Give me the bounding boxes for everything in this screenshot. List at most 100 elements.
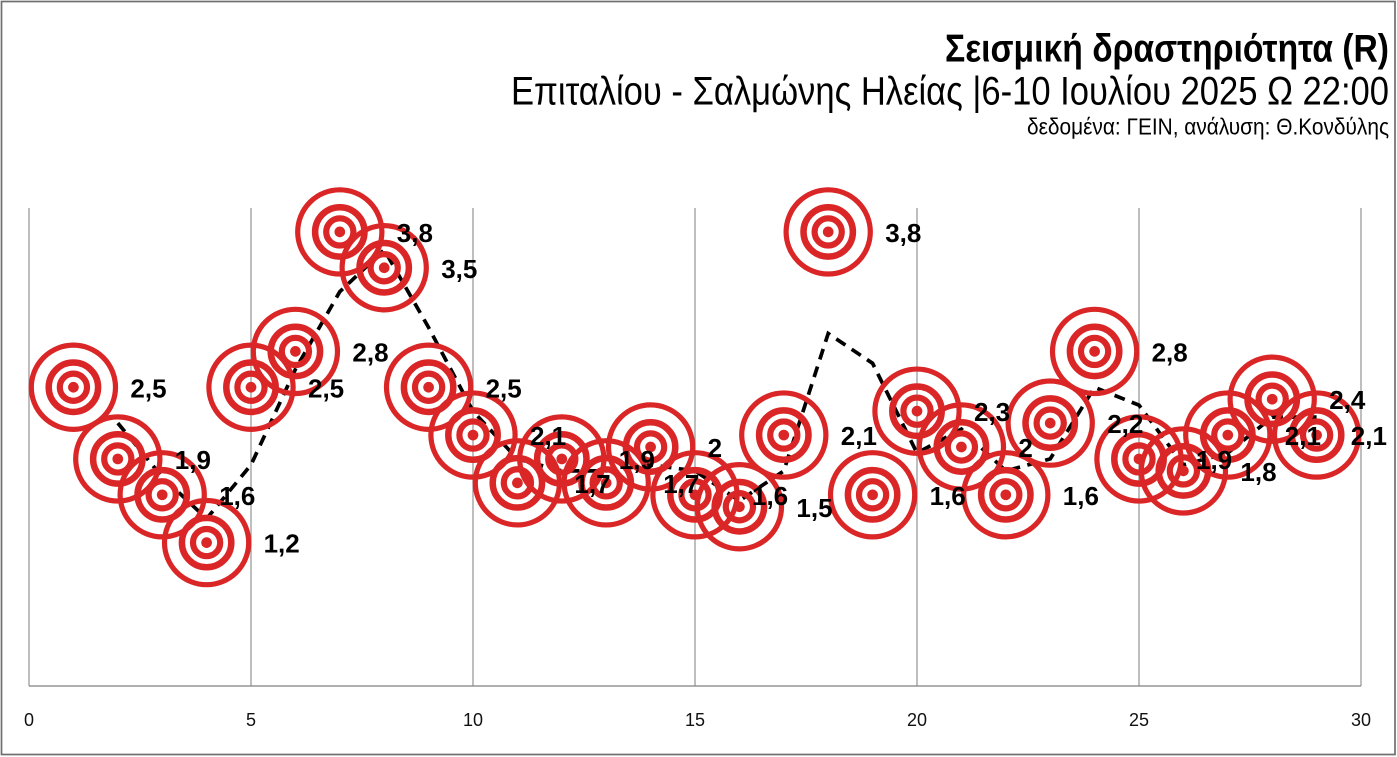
marker-ring-outer (73, 414, 163, 504)
marker-ring-inner (900, 394, 934, 428)
data-point-label: 2,3 (974, 397, 1010, 427)
marker-ring-middle (134, 466, 191, 523)
marker-ring-middle (800, 203, 857, 260)
data-point-marker (250, 306, 341, 397)
marker-center-dot (423, 381, 434, 393)
x-axis-tick-label: 5 (246, 710, 256, 730)
marker-ring-outer (28, 342, 119, 432)
marker-ring-inner (56, 370, 91, 404)
marker-center-dot (201, 537, 212, 548)
data-point-marker (827, 450, 918, 540)
marker-ring-middle (356, 239, 413, 296)
data-point-label: 1,5 (796, 493, 832, 523)
marker-ring-inner (1033, 406, 1067, 440)
data-point-label: 2,8 (1152, 337, 1188, 367)
marker-ring-outer (295, 187, 385, 277)
marker-ring-middle (1288, 407, 1345, 463)
marker-ring-outer (916, 402, 1007, 492)
data-point-marker (383, 342, 474, 432)
chart-subtitle: Επιταλίου - Σαλμώνης Ηλείας |6-10 Ιουλίο… (511, 69, 1389, 113)
marker-ring-middle (267, 323, 324, 380)
marker-center-dot (378, 262, 390, 274)
marker-ring-outer (827, 450, 918, 540)
data-point-marker (739, 390, 829, 480)
marker-ring-outer (206, 342, 296, 432)
data-point-label: 1,6 (1063, 481, 1099, 511)
marker-center-dot (112, 453, 124, 465)
marker-center-dot (467, 429, 479, 441)
marker-ring-middle (45, 359, 102, 416)
data-point-label: 2,5 (130, 373, 166, 403)
data-points-layer (28, 187, 1362, 588)
data-point-marker (1049, 306, 1140, 397)
marker-center-dot (556, 453, 568, 465)
marker-center-dot (512, 477, 523, 489)
marker-ring-outer (1049, 306, 1140, 397)
marker-ring-inner (989, 478, 1023, 512)
marker-ring-inner (944, 430, 979, 464)
data-point-label: 1,9 (619, 445, 655, 475)
marker-ring-inner (456, 418, 490, 452)
data-point-label: 3,5 (441, 254, 477, 284)
marker-ring-middle (400, 359, 457, 416)
data-point-label: 2 (1018, 433, 1032, 463)
marker-ring-middle (977, 466, 1034, 523)
data-point-label: 3,8 (397, 218, 433, 248)
marker-center-dot (1222, 429, 1234, 441)
x-axis-tick-label: 0 (24, 710, 34, 730)
data-point-label: 2,4 (1329, 385, 1366, 415)
data-point-marker (428, 390, 518, 480)
data-point-label: 1,6 (752, 481, 788, 511)
data-point-label: 1,6 (930, 481, 966, 511)
marker-ring-inner (278, 334, 313, 369)
data-point-label: 1,9 (1196, 445, 1232, 475)
marker-ring-outer (783, 187, 873, 277)
data-point-label: 1,7 (663, 469, 699, 499)
marker-center-dot (1266, 393, 1278, 405)
data-point-label: 2,8 (352, 337, 388, 367)
marker-ring-inner (589, 466, 623, 500)
data-point-label: 1,8 (1240, 457, 1276, 487)
marker-ring-outer (961, 450, 1051, 540)
data-point-label: 1,6 (219, 481, 255, 511)
marker-center-dot (156, 489, 168, 501)
data-point-marker (783, 187, 873, 277)
marker-ring-inner (633, 430, 668, 464)
marker-ring-outer (1227, 354, 1317, 444)
marker-ring-inner (411, 370, 446, 404)
marker-ring-inner (323, 215, 357, 249)
data-point-marker (1138, 426, 1229, 516)
marker-ring-middle (445, 407, 501, 463)
x-axis-tick-label: 25 (1129, 710, 1149, 730)
data-point-marker (916, 402, 1007, 492)
marker-ring-middle (844, 466, 901, 523)
marker-ring-outer (739, 390, 829, 480)
marker-center-dot (822, 226, 834, 238)
marker-center-dot (245, 381, 257, 393)
marker-center-dot (290, 346, 301, 357)
data-point-label: 2,2 (1107, 409, 1143, 439)
marker-center-dot (600, 477, 612, 489)
marker-ring-middle (933, 419, 990, 475)
data-point-marker (73, 414, 163, 504)
marker-center-dot (867, 489, 878, 501)
marker-ring-outer (1271, 390, 1362, 480)
marker-ring-inner (545, 442, 579, 476)
chart-title: Σεισμική δραστηριότητα (R) (945, 28, 1389, 71)
marker-ring-outer (339, 223, 429, 313)
marker-ring-outer (872, 366, 962, 456)
marker-ring-inner (367, 251, 401, 285)
x-axis-tick-label: 15 (685, 710, 705, 730)
marker-ring-outer (250, 306, 341, 397)
marker-ring-inner (1255, 382, 1289, 416)
marker-ring-outer (1005, 378, 1095, 468)
data-point-label: 2,5 (486, 373, 522, 403)
marker-ring-middle (755, 407, 812, 463)
marker-ring-outer (161, 497, 252, 588)
data-labels-layer: 2,5 1,9 1,6 1,2 2,5 2,8 3,8 3,5 2,5 2,1 1,7 1,9 1,7 2… (130, 218, 1387, 559)
marker-ring-outer (1183, 390, 1273, 480)
data-point-marker (161, 497, 252, 588)
